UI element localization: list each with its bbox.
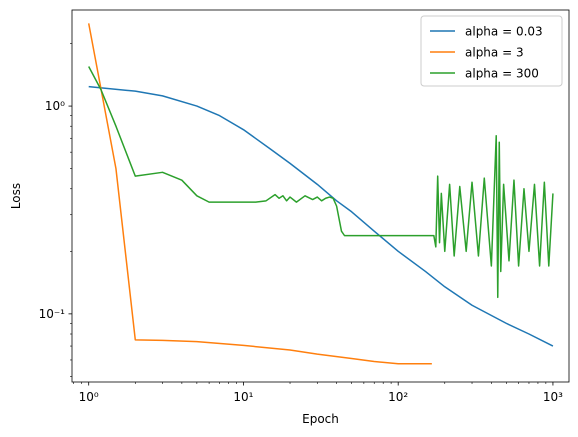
series-line-3: [88, 66, 554, 299]
x-axis-title: Epoch: [302, 412, 339, 426]
legend-box: [420, 15, 563, 87]
x-tick-label-1: 10⁰: [79, 390, 99, 404]
y-axis-title: Loss: [9, 183, 23, 209]
legend-label-3: alpha = 300: [465, 67, 539, 81]
series-layer: [87, 23, 554, 365]
legend: alpha = 0.03 alpha = 3 alpha = 300: [420, 15, 563, 87]
legend-label-1: alpha = 0.03: [465, 25, 543, 39]
series-line-1: [88, 85, 554, 347]
x-tick-label-3: 10²: [388, 390, 408, 404]
legend-label-2: alpha = 3: [465, 46, 524, 60]
x-tick-label-2: 10¹: [233, 390, 253, 404]
ticks-layer: 10⁰ 10¹ 10² 10³ 10⁻¹ 10⁰: [39, 43, 563, 404]
plot-frame: [71, 9, 570, 383]
series-line-2: [87, 23, 432, 365]
x-tick-label-4: 10³: [543, 390, 563, 404]
y-tick-label-1: 10⁻¹: [39, 307, 66, 321]
y-tick-label-2: 10⁰: [45, 99, 65, 113]
